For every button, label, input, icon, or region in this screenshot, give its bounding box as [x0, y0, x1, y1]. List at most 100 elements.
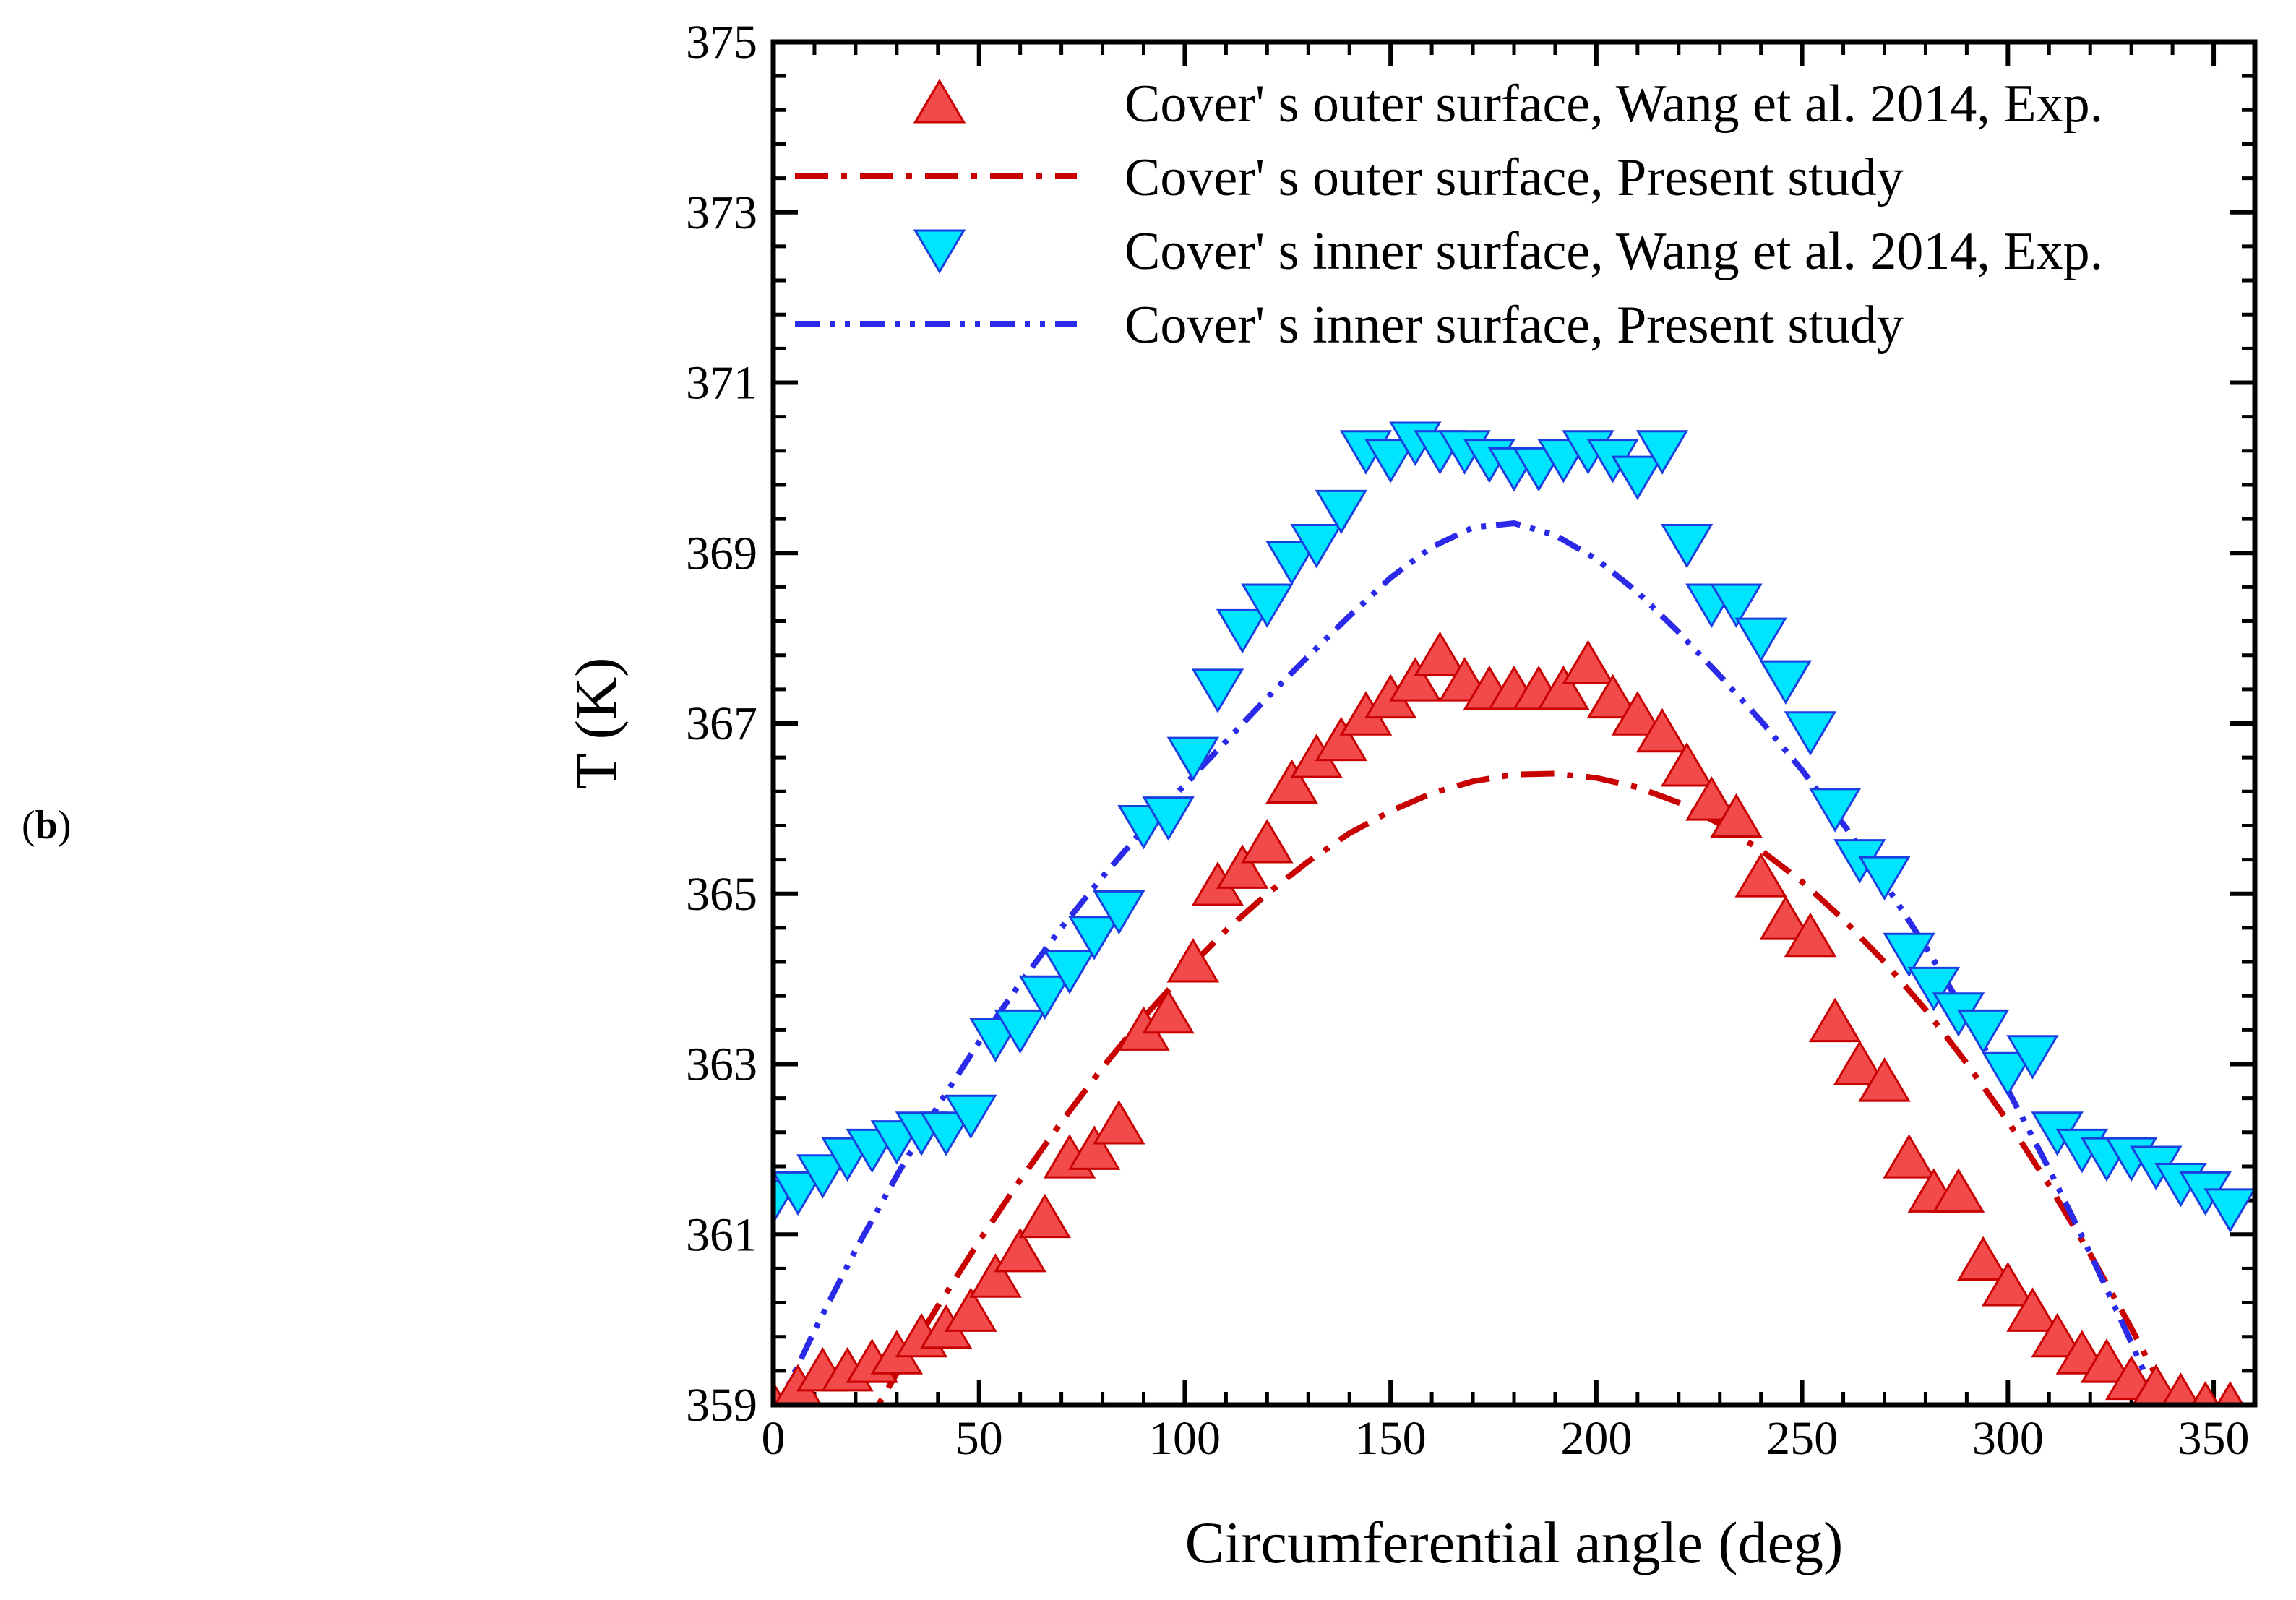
y-axis-title: T (K) — [563, 658, 629, 790]
panel-label-open: ( — [22, 803, 35, 848]
data-point — [1586, 674, 1639, 719]
data-point — [1784, 912, 1837, 958]
data-point — [1093, 890, 1145, 935]
data-point — [1660, 741, 1714, 787]
legend-label: Cover' s inner surface, Wang et al. 2014… — [1125, 222, 2103, 281]
data-point — [1216, 844, 1269, 889]
data-point — [1858, 1057, 1911, 1102]
legend-item: Cover' s outer surface, Wang et al. 2014… — [913, 74, 2103, 134]
data-point — [1043, 950, 1096, 994]
data-point — [1956, 1009, 2010, 1054]
data-point — [1166, 938, 1220, 983]
data-point — [1808, 788, 1862, 833]
x-tick-label: 50 — [955, 1412, 1003, 1465]
panel-label: (b) — [22, 803, 71, 848]
data-point — [919, 1111, 973, 1156]
data-point — [1784, 711, 1837, 756]
data-point — [1685, 776, 1738, 821]
data-point — [2006, 1035, 2059, 1080]
legend-marker — [913, 229, 966, 274]
data-point — [796, 1154, 849, 1199]
data-point — [1660, 523, 1714, 569]
data-point — [1562, 640, 1614, 684]
data-point — [1710, 583, 1763, 628]
data-point — [2080, 1338, 2133, 1383]
panel-label-close: ) — [58, 803, 72, 848]
data-point — [1808, 997, 1862, 1043]
data-point — [1537, 665, 1590, 710]
data-point — [1982, 1051, 2034, 1097]
y-tick-label: 363 — [686, 1038, 757, 1091]
legend-label: Cover' s inner surface, Present study — [1125, 296, 1904, 355]
data-point — [2031, 1312, 2084, 1358]
y-tick-label: 359 — [686, 1379, 757, 1432]
data-point — [1932, 1168, 1985, 1213]
data-point — [1265, 541, 1318, 585]
data-point — [945, 1094, 997, 1140]
data-point — [1389, 657, 1442, 702]
data-point — [1759, 895, 1813, 940]
data-point — [773, 1171, 825, 1216]
y-tick-label: 361 — [686, 1208, 757, 1261]
data-point — [1956, 1236, 2010, 1281]
data-point — [1093, 1100, 1145, 1145]
data-point — [1635, 430, 1689, 475]
data-point — [1216, 608, 1269, 654]
data-point — [1982, 1262, 2034, 1307]
x-tick-label: 300 — [1972, 1412, 2044, 1465]
tick-labels: 0 50 100 150 200 250 300 350 359 361 363 365 367 369 3… — [686, 16, 2250, 1465]
data-point — [994, 1227, 1046, 1273]
data-point — [1067, 916, 1121, 960]
plot-frame — [770, 39, 2258, 1408]
data-point — [1315, 716, 1368, 762]
data-point — [1018, 1193, 1072, 1239]
y-tick-label: 375 — [686, 16, 757, 69]
data-point — [1734, 853, 1787, 898]
legend-item: Cover' s outer surface, Present study — [795, 148, 1904, 207]
data-point — [1241, 819, 1294, 864]
series-layer — [773, 421, 2255, 1405]
data-point — [1611, 455, 1664, 501]
data-point — [1833, 1040, 1886, 1085]
data-point — [2006, 1287, 2059, 1332]
legend-label: Cover' s outer surface, Wang et al. 2014… — [1125, 74, 2103, 134]
data-point — [1241, 583, 1294, 628]
data-point — [1611, 691, 1664, 736]
data-point — [1364, 439, 1417, 483]
y-tick-label: 371 — [686, 357, 757, 410]
x-axis-title: Circumferential angle (deg) — [1185, 1510, 1844, 1575]
y-tick-label: 367 — [686, 697, 757, 750]
legend-marker — [913, 79, 966, 124]
data-point — [1635, 707, 1689, 753]
data-point — [1142, 989, 1195, 1034]
x-tick-label: 0 — [762, 1412, 786, 1465]
data-point — [1191, 668, 1244, 713]
data-point — [1907, 966, 1961, 1012]
legend-label: Cover' s outer surface, Present study — [1125, 148, 1904, 207]
data-point — [2203, 1188, 2255, 1233]
data-point — [1067, 1125, 1121, 1170]
data-point — [1759, 660, 1813, 705]
x-tick-label: 150 — [1355, 1412, 1427, 1465]
x-tick-label: 200 — [1560, 1412, 1632, 1465]
y-tick-label: 369 — [686, 527, 757, 580]
data-point — [1734, 617, 1787, 663]
data-point — [994, 1009, 1046, 1054]
x-tick-label: 100 — [1149, 1412, 1221, 1465]
legend-item: Cover' s inner surface, Present study — [795, 296, 1904, 355]
data-point — [969, 1253, 1022, 1298]
data-point — [1858, 856, 1911, 901]
y-tick-label: 365 — [686, 868, 757, 921]
panel-label-letter: b — [35, 803, 58, 848]
data-point — [1166, 736, 1220, 782]
data-point — [1414, 631, 1466, 676]
data-point — [1142, 796, 1195, 841]
data-point — [1018, 975, 1072, 1020]
data-point — [1710, 793, 1763, 838]
data-point — [1290, 523, 1343, 569]
x-tick-label: 250 — [1766, 1412, 1838, 1465]
data-point — [945, 1287, 997, 1332]
x-tick-label: 350 — [2178, 1412, 2250, 1465]
data-point — [1265, 759, 1318, 804]
